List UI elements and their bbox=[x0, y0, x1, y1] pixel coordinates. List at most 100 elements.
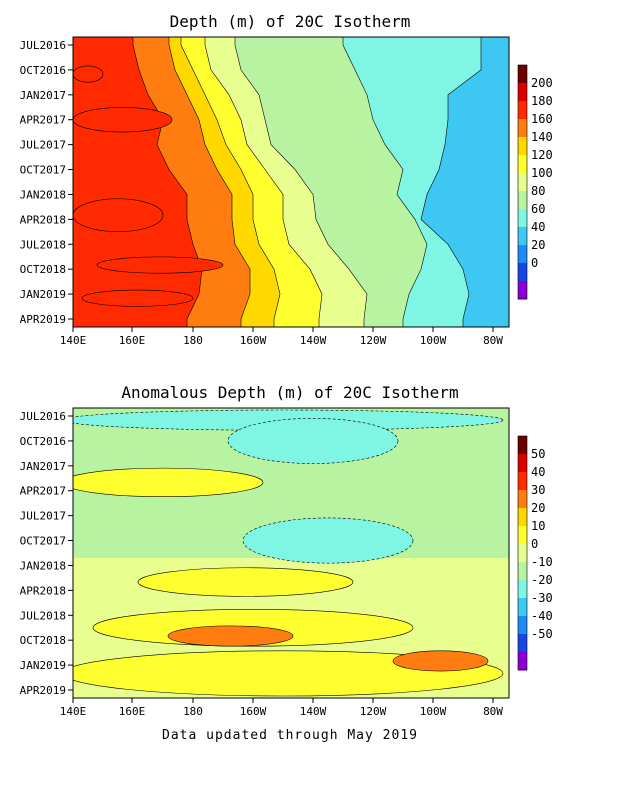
colorbar-label: 160 bbox=[531, 112, 553, 126]
colorbar-swatch bbox=[518, 281, 527, 300]
colorbar-label: 30 bbox=[531, 483, 545, 497]
anomaly-region bbox=[167, 625, 294, 647]
x-tick-label: 160E bbox=[119, 705, 146, 718]
colorbar-swatch bbox=[518, 209, 527, 228]
plot-frame bbox=[72, 36, 510, 328]
y-tick-label: OCT2016 bbox=[20, 435, 66, 448]
colorbar-swatch bbox=[518, 137, 527, 156]
y-tick-label: JUL2018 bbox=[20, 609, 66, 622]
colorbar-frame bbox=[517, 64, 528, 300]
anomaly-region bbox=[137, 567, 354, 597]
colorbar-swatch bbox=[518, 245, 527, 264]
contour-band bbox=[96, 256, 224, 274]
colorbar-label: 60 bbox=[531, 202, 545, 216]
y-tick-label: JAN2017 bbox=[20, 89, 66, 102]
contour-band bbox=[73, 198, 164, 232]
plot-area bbox=[73, 408, 509, 698]
y-tick-label: OCT2018 bbox=[20, 634, 66, 647]
y-tick-label: APR2018 bbox=[20, 584, 66, 597]
y-tick-label: JUL2016 bbox=[20, 39, 66, 52]
chart-title: Depth (m) of 20C Isotherm bbox=[170, 12, 411, 31]
x-tick-label: 140W bbox=[300, 334, 327, 347]
colorbar-label: 0 bbox=[531, 537, 538, 551]
anomaly-region bbox=[73, 467, 264, 498]
colorbar-swatch bbox=[518, 472, 527, 491]
x-axis: 140E 160E 180 160W 140W 120W 100W 80W bbox=[60, 327, 503, 347]
contour-band bbox=[81, 289, 194, 307]
colorbar-label: 40 bbox=[531, 220, 545, 234]
y-tick-label: OCT2016 bbox=[20, 64, 66, 77]
y-tick-label: JUL2017 bbox=[20, 510, 66, 523]
y-tick-label: APR2017 bbox=[20, 114, 66, 127]
x-axis: 140E 160E 180 160W 140W 120W 100W 80W bbox=[60, 698, 503, 718]
colorbar-swatch bbox=[518, 490, 527, 509]
x-tick-label: 180 bbox=[183, 334, 203, 347]
colorbar-swatch bbox=[518, 227, 527, 246]
x-tick-label: 100W bbox=[420, 334, 447, 347]
x-tick-label: 140W bbox=[300, 705, 327, 718]
x-tick-label: 140E bbox=[60, 705, 87, 718]
colorbar-label: -40 bbox=[531, 609, 553, 623]
colorbar-label: 100 bbox=[531, 166, 553, 180]
y-tick-label: JAN2019 bbox=[20, 659, 66, 672]
colorbar-swatch bbox=[518, 508, 527, 527]
plot-area bbox=[73, 37, 509, 327]
colorbar-label: 140 bbox=[531, 130, 553, 144]
y-tick-label: APR2019 bbox=[20, 313, 66, 326]
x-tick-label: 80W bbox=[483, 334, 503, 347]
y-tick-label: OCT2017 bbox=[20, 535, 66, 548]
colorbar-swatch bbox=[518, 65, 527, 84]
x-tick-label: 160W bbox=[240, 334, 267, 347]
anomaly-region bbox=[392, 650, 489, 672]
colorbar-swatch bbox=[518, 544, 527, 563]
colorbar-label: 10 bbox=[531, 519, 545, 533]
colorbar-frame bbox=[517, 435, 528, 671]
colorbar-swatch bbox=[518, 580, 527, 599]
chart-title: Anomalous Depth (m) of 20C Isotherm bbox=[121, 383, 458, 402]
colorbar-label: -10 bbox=[531, 555, 553, 569]
plot-frame bbox=[72, 407, 510, 699]
colorbar-swatch bbox=[518, 191, 527, 210]
colorbar-label: 80 bbox=[531, 184, 545, 198]
y-tick-label: JAN2017 bbox=[20, 460, 66, 473]
colorbar-label: -30 bbox=[531, 591, 553, 605]
colorbar-swatch bbox=[518, 616, 527, 635]
colorbar-label: 180 bbox=[531, 94, 553, 108]
colorbar-swatch bbox=[518, 173, 527, 192]
y-tick-label: JUL2018 bbox=[20, 238, 66, 251]
colorbar-label: 200 bbox=[531, 76, 553, 90]
colorbar-label: 0 bbox=[531, 256, 538, 270]
colorbar-label: 50 bbox=[531, 447, 545, 461]
colorbar-swatch bbox=[518, 526, 527, 545]
colorbar-swatch bbox=[518, 101, 527, 120]
y-tick-label: APR2019 bbox=[20, 684, 66, 697]
footer-text: Data updated through May 2019 bbox=[162, 728, 418, 743]
colorbar-label: -50 bbox=[531, 627, 553, 641]
contour-band bbox=[73, 107, 173, 133]
colorbar-swatch bbox=[518, 83, 527, 102]
x-tick-label: 120W bbox=[360, 705, 387, 718]
anomaly-region bbox=[242, 517, 414, 564]
colorbar-label: 20 bbox=[531, 238, 545, 252]
y-tick-label: OCT2018 bbox=[20, 263, 66, 276]
colorbar-swatch bbox=[518, 562, 527, 581]
colorbar-swatch bbox=[518, 454, 527, 473]
x-tick-label: 160W bbox=[240, 705, 267, 718]
colorbar-swatch bbox=[518, 119, 527, 138]
y-tick-label: JAN2019 bbox=[20, 288, 66, 301]
anomaly-region bbox=[227, 418, 399, 464]
y-tick-label: JUL2017 bbox=[20, 139, 66, 152]
colorbar-label: -20 bbox=[531, 573, 553, 587]
x-tick-label: 100W bbox=[420, 705, 447, 718]
contour-band bbox=[73, 65, 104, 83]
y-axis: JUL2016 OCT2016 JAN2017 APR2017 JUL2017 OCT20… bbox=[20, 410, 73, 697]
x-tick-label: 180 bbox=[183, 705, 203, 718]
colorbar-label: 40 bbox=[531, 465, 545, 479]
colorbar-swatch bbox=[518, 263, 527, 282]
y-tick-label: JAN2018 bbox=[20, 188, 66, 201]
depth-panel: Depth (m) of 20C Isotherm JUL2016 OCT2016… bbox=[20, 12, 553, 347]
colorbar-swatch bbox=[518, 155, 527, 174]
y-axis: JUL2016 OCT2016 JAN2017 APR2017 JUL2017 OCT20… bbox=[20, 39, 73, 326]
y-tick-label: APR2017 bbox=[20, 485, 66, 498]
